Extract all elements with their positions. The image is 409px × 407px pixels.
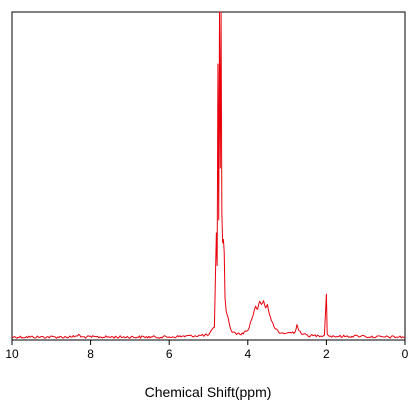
x-axis-tick-labels: 10 8 6 4 2 0 — [5, 347, 408, 361]
plot-frame — [11, 11, 406, 341]
spectrum-line-0 — [11, 11, 406, 339]
x-axis-title: Chemical Shift(ppm) — [145, 384, 272, 400]
x-tick-label-10: 10 — [5, 347, 19, 361]
x-tick-label-6: 6 — [166, 347, 173, 361]
x-tick-label-0: 0 — [402, 347, 409, 361]
spectrum-series — [11, 11, 406, 339]
x-tick-label-8: 8 — [87, 347, 94, 361]
x-tick-label-2: 2 — [323, 347, 330, 361]
x-axis-ticks — [11, 340, 406, 345]
x-tick-label-4: 4 — [244, 347, 251, 361]
